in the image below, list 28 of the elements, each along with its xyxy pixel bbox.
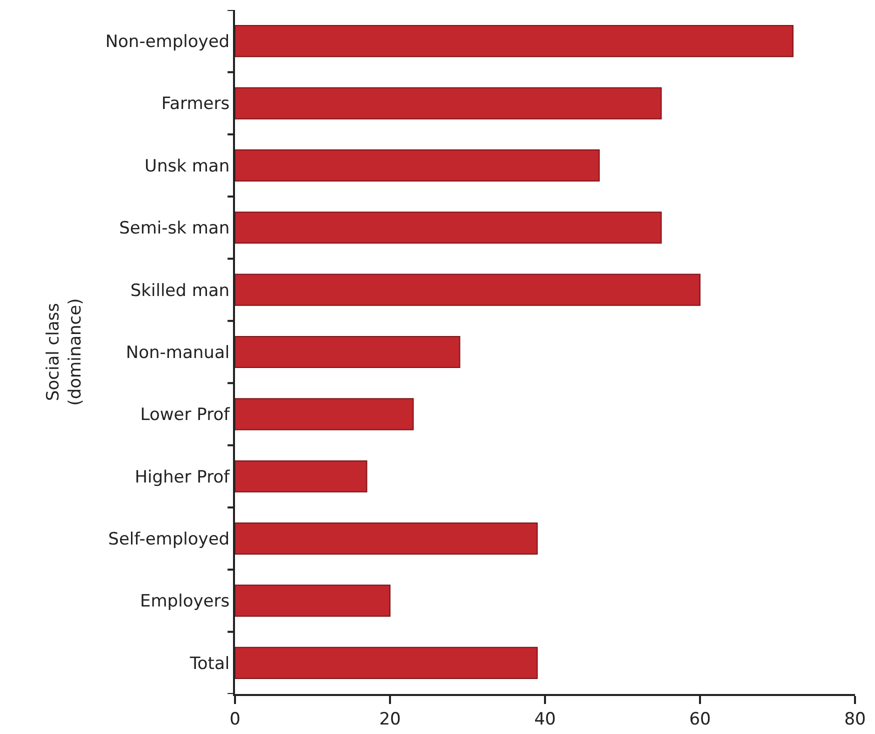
y-tick-label: Higher Prof <box>134 467 231 488</box>
y-tick-label: Total <box>188 654 230 674</box>
y-axis-title: Social class (dominance) <box>43 298 86 406</box>
bar <box>235 25 794 58</box>
bar <box>235 584 390 617</box>
bar <box>235 274 700 306</box>
bar <box>235 460 368 492</box>
y-tick-label: Employers <box>140 592 230 612</box>
bar <box>235 149 600 182</box>
bar <box>235 646 538 679</box>
x-tick-label: 0 <box>230 709 240 730</box>
bar <box>235 212 662 244</box>
y-tick-label: Unsk man <box>144 156 230 176</box>
x-tick-label: 20 <box>379 709 401 730</box>
x-tick-label: 80 <box>844 709 866 730</box>
y-tick-label: Lower Prof <box>140 405 231 426</box>
bar <box>235 336 460 368</box>
y-tick-label: Farmers <box>161 94 230 114</box>
y-tick-label: Non-employed <box>105 32 230 52</box>
bar <box>235 87 662 120</box>
bar <box>235 398 414 430</box>
bar <box>235 522 538 555</box>
x-tick-label: 40 <box>534 709 556 730</box>
y-tick-label: Skilled man <box>130 280 230 301</box>
x-tick-label: 60 <box>689 709 711 730</box>
y-tick-label: Self-employed <box>108 530 230 550</box>
y-tick-label: Semi-sk man <box>119 218 230 239</box>
y-tick-label: Non-manual <box>126 342 230 363</box>
